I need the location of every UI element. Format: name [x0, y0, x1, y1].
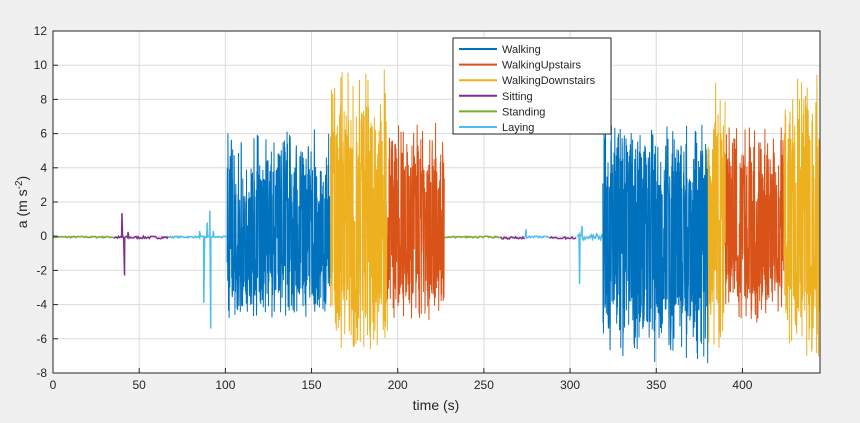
x-tick-label: 300 [560, 378, 580, 392]
series-line-walking [602, 124, 709, 364]
y-tick-label: -8 [36, 366, 47, 380]
series-line-standing [52, 235, 114, 239]
y-tick-label: 8 [40, 92, 47, 106]
y-tick-label: -6 [36, 332, 47, 346]
legend-entry: WalkingUpstairs [502, 60, 582, 72]
y-tick-label: -4 [36, 298, 47, 312]
x-tick-label: 250 [474, 378, 494, 392]
y-tick-label: 10 [34, 58, 48, 72]
series-line-walking [226, 129, 331, 318]
legend-entry: WalkingDownstairs [502, 75, 596, 87]
x-tick-label: 350 [646, 378, 666, 392]
series-line-laying [524, 229, 550, 239]
y-tick-label: 0 [40, 229, 47, 243]
legend-entry: Walking [502, 44, 541, 56]
legend-box [452, 37, 612, 135]
legend-entry: Laying [502, 122, 534, 134]
y-axis-label: a (m s-2) [14, 176, 30, 228]
x-tick-label: 50 [133, 378, 147, 392]
series-line-walkingdownstairs [783, 74, 821, 357]
y-tick-label: 6 [40, 127, 47, 141]
x-tick-label: 200 [388, 378, 408, 392]
y-tick-label: -2 [36, 263, 47, 277]
x-tick-label: 100 [215, 378, 235, 392]
data-lines [52, 69, 821, 364]
ticks: 0 50 100 150 200 250 300 350 400 -8 -6 -4 -2 0 2 4 6 8 10 1… [34, 24, 753, 392]
legend-entry: Sitting [502, 91, 533, 103]
series-line-standing [443, 235, 502, 240]
y-tick-label: 12 [34, 24, 48, 38]
legend-entry: Standing [502, 106, 545, 118]
x-tick-label: 0 [50, 378, 57, 392]
series-line-sitting [113, 213, 169, 276]
series-line-laying [576, 225, 604, 285]
y-tick-label: 2 [40, 195, 47, 209]
series-line-sitting [500, 235, 526, 241]
x-tick-label: 150 [302, 378, 322, 392]
series-line-walkingupstairs [386, 122, 445, 320]
series-line-laying [168, 210, 227, 329]
series-line-walkingupstairs [724, 127, 785, 323]
y-tick-label: 4 [40, 161, 47, 175]
series-line-walkingdownstairs [707, 82, 726, 348]
x-tick-label: 400 [732, 378, 752, 392]
series-line-walkingdownstairs [330, 69, 388, 350]
legend: Walking WalkingUpstairs WalkingDownstairs S… [452, 37, 612, 135]
series-line-sitting [549, 235, 577, 241]
x-axis-label: time (s) [413, 397, 460, 413]
